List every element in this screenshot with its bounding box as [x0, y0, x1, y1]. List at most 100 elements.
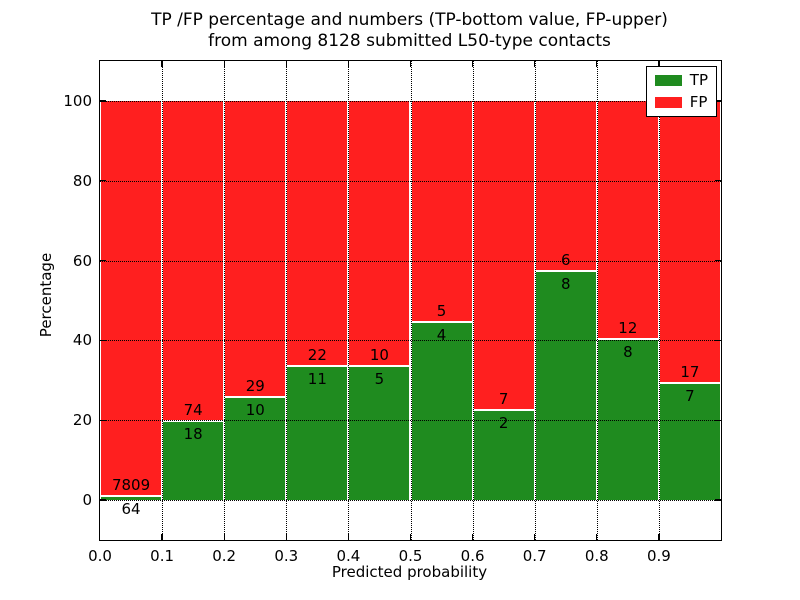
- x-tick-bottom: [471, 534, 474, 540]
- tp-count-label: 8: [560, 274, 571, 293]
- tp-count-label: 2: [498, 414, 509, 433]
- x-tick-bottom: [347, 534, 350, 540]
- legend-label-fp: FP: [689, 93, 708, 111]
- bar-fp-segment: [101, 100, 162, 495]
- tp-count-label: 11: [307, 370, 327, 389]
- plot-area: TP FP 7809 64 74 18 29 10 22 11 10 5 5 4 7 2 6 8 12 8 17 7 0…: [63, 60, 722, 565]
- x-tick-top: [347, 61, 350, 67]
- bar-edge: [101, 494, 162, 497]
- horizontal-gridline: [100, 340, 721, 342]
- bar-fp-segment: [597, 100, 658, 339]
- tp-count-label: 18: [183, 424, 203, 443]
- x-tick-top: [223, 61, 225, 67]
- y-tick-left: [100, 419, 106, 421]
- bar-fp-segment: [411, 100, 472, 321]
- horizontal-gridline: [100, 500, 721, 502]
- x-tick-bottom: [285, 534, 287, 540]
- x-axis-label: Predicted probability: [331, 563, 488, 581]
- tp-count-label: 4: [436, 325, 447, 344]
- bar-tp-segment: [597, 340, 658, 501]
- y-tick-left: [100, 180, 106, 182]
- bar-tp-segment: [349, 367, 410, 501]
- x-tick-label: 0.6: [460, 547, 485, 565]
- y-tick-left: [100, 259, 106, 262]
- y-tick-right: [715, 419, 721, 421]
- bar-edge: [473, 409, 534, 412]
- fp-count-label: 22: [307, 346, 327, 365]
- fp-count-label: 7809: [111, 475, 151, 494]
- bar-edge: [597, 338, 658, 341]
- legend-item-fp: FP: [654, 93, 708, 111]
- horizontal-gridline: [100, 100, 721, 102]
- bar-tp-segment: [473, 411, 534, 501]
- y-tick-label: 40: [72, 331, 92, 350]
- x-tick-bottom: [409, 534, 412, 540]
- legend: TP FP: [645, 66, 717, 117]
- x-tick-label: 0.9: [646, 547, 671, 565]
- fp-color-swatch: [654, 97, 682, 108]
- bar-tp-segment: [659, 383, 720, 501]
- x-tick-label: 0.7: [522, 547, 547, 565]
- x-tick-top: [409, 61, 412, 67]
- x-tick-top: [161, 61, 163, 67]
- bar-edge: [225, 395, 286, 398]
- x-tick-label: 0.8: [584, 547, 609, 565]
- bar-edge: [349, 365, 410, 368]
- tp-count-label: 7: [685, 386, 695, 405]
- bar-fp-segment: [659, 100, 720, 382]
- fp-count-label: 7: [498, 390, 509, 409]
- fp-count-label: 17: [680, 362, 700, 381]
- bar-fp-segment: [287, 100, 348, 366]
- x-tick-bottom: [534, 534, 536, 540]
- y-tick-label: 80: [72, 171, 92, 190]
- x-tick-label: 0.3: [274, 547, 299, 565]
- x-tick-label: 0.4: [336, 547, 361, 565]
- y-tick-right: [715, 180, 721, 182]
- y-tick-label: 60: [72, 251, 92, 270]
- bar-tp-segment: [535, 271, 596, 501]
- legend-item-tp: TP: [654, 71, 708, 89]
- vertical-gridline: [286, 61, 288, 540]
- bar-tp-segment: [287, 367, 348, 501]
- tp-count-label: 5: [374, 370, 385, 389]
- x-tick-top: [596, 61, 598, 67]
- fp-count-label: 29: [245, 376, 265, 395]
- x-tick-label: 0.0: [88, 547, 112, 565]
- vertical-gridline: [658, 61, 660, 540]
- bar-fp-segment: [349, 100, 410, 366]
- tp-count-label: 64: [121, 499, 141, 518]
- chart-title: TP /FP percentage and numbers (TP-bottom…: [99, 10, 720, 52]
- tp-count-label: 10: [245, 400, 265, 419]
- chart-title-line1: TP /FP percentage and numbers (TP-bottom…: [151, 10, 668, 30]
- bar-fp-segment: [535, 100, 596, 270]
- vertical-gridline: [224, 61, 226, 540]
- horizontal-gridline: [100, 180, 721, 182]
- y-tick-right: [715, 339, 721, 342]
- vertical-gridline: [534, 61, 536, 540]
- x-tick-top: [471, 61, 474, 67]
- tp-color-swatch: [654, 75, 682, 86]
- x-tick-bottom: [596, 534, 598, 540]
- y-tick-left: [100, 100, 106, 102]
- y-tick-left: [100, 499, 106, 501]
- y-tick-label: 0: [82, 491, 92, 510]
- bar-edge: [659, 381, 720, 384]
- vertical-gridline: [348, 61, 350, 540]
- x-tick-bottom: [658, 534, 660, 540]
- x-tick-label: 0.2: [212, 547, 237, 565]
- fp-count-label: 10: [369, 346, 389, 365]
- y-tick-left: [100, 339, 106, 342]
- y-tick-right: [715, 499, 721, 501]
- chart-title-line2: from among 8128 submitted L50-type conta…: [208, 31, 611, 51]
- vertical-gridline: [472, 61, 474, 540]
- fp-count-label: 6: [560, 250, 571, 269]
- x-tick-top: [285, 61, 287, 67]
- bar-fp-segment: [163, 100, 224, 420]
- legend-label-tp: TP: [689, 71, 708, 89]
- bar-fp-segment: [473, 100, 534, 410]
- vertical-gridline: [596, 61, 598, 540]
- horizontal-gridline: [100, 260, 721, 262]
- tp-count-label: 8: [623, 343, 633, 362]
- y-tick-right: [715, 100, 721, 102]
